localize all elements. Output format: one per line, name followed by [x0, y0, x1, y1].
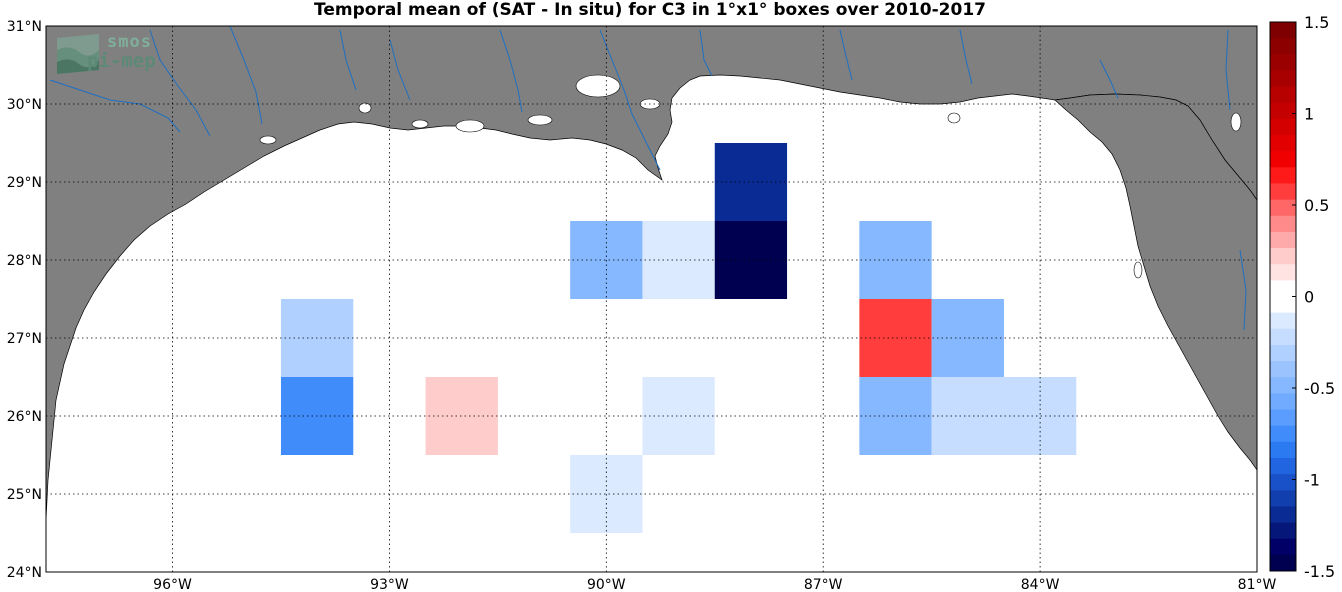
inland-water [259, 74, 1242, 279]
colorbar: 1.5 1 0.5 0 -0.5 -1 -1.5 [1269, 13, 1335, 581]
colorbar-segment [1270, 280, 1296, 297]
lon-tick-label: 90°W [587, 577, 626, 592]
colorbar-segment [1270, 183, 1296, 201]
colorbar-segment [1270, 393, 1296, 411]
colorbar-segment [1270, 506, 1296, 524]
colorbar-segment [1270, 377, 1296, 394]
lon-tick-label: 93°W [370, 577, 409, 592]
colorbar-segment [1270, 167, 1296, 184]
colorbar-tick-label: 1.5 [1304, 13, 1329, 32]
colorbar-tick-label: -1 [1304, 471, 1320, 490]
colorbar-segment [1270, 38, 1296, 55]
lat-tick-label: 31°N [7, 19, 42, 35]
colorbar-tick-label: -0.5 [1304, 379, 1335, 398]
axis-tick-labels: 96°W 93°W 90°W 87°W 84°W 81°W 24°N 25°N 26°N 27°N… [7, 19, 1277, 592]
lat-tick-label: 26°N [7, 409, 42, 425]
lat-tick-label: 30°N [7, 97, 42, 113]
colorbar-segment [1270, 490, 1296, 507]
colorbar-tick-label: 0 [1304, 288, 1314, 307]
colorbar-segment [1270, 457, 1296, 475]
colorbar-segment [1270, 54, 1296, 71]
lon-tick-label: 96°W [153, 577, 192, 592]
colorbar-segment [1270, 296, 1296, 314]
colorbar-segment [1270, 425, 1296, 443]
colorbar-tick-label: 1 [1304, 105, 1314, 124]
colorbar-segment [1270, 409, 1296, 427]
colorbar-segment [1270, 118, 1296, 136]
colorbar-segment [1270, 538, 1296, 556]
lat-tick-label: 27°N [7, 331, 42, 347]
colorbar-segment [1270, 199, 1296, 217]
colorbar-segment [1270, 361, 1296, 378]
colorbar-segment [1270, 248, 1296, 265]
colorbar-tick-label: -1.5 [1304, 562, 1335, 581]
logo-wave-icon [57, 34, 99, 74]
colorbar-segment [1270, 312, 1296, 330]
colorbar-segment [1270, 22, 1296, 39]
colorbar-segment [1270, 522, 1296, 540]
lat-tick-label: 28°N [7, 253, 42, 269]
logo-text-pimep: pi-mep [87, 50, 156, 72]
lat-tick-label: 25°N [7, 487, 42, 503]
colorbar-segment [1270, 151, 1296, 168]
colorbar-segment [1270, 102, 1296, 120]
lat-tick-label: 29°N [7, 175, 42, 191]
rivers [49, 26, 1247, 331]
florida-peninsula [1054, 93, 1257, 471]
colorbar-segment [1270, 86, 1296, 104]
colorbar-segment [1270, 474, 1296, 491]
colorbar-segment [1270, 135, 1296, 152]
smos-pimep-logo: smos pi-mep [55, 30, 195, 80]
colorbar-segment [1270, 441, 1296, 459]
colorbar-segment [1270, 231, 1296, 249]
lon-tick-label: 87°W [804, 577, 843, 592]
colorbar-segment [1270, 554, 1296, 572]
chart-title: Temporal mean of (SAT - In situ) for C3 … [314, 0, 986, 20]
colorbar-segment [1270, 344, 1296, 362]
colorbar-tick-label: 0.5 [1304, 196, 1329, 215]
colorbar-segment [1270, 264, 1296, 281]
lon-tick-label: 84°W [1021, 577, 1060, 592]
lon-tick-label: 81°W [1238, 577, 1277, 592]
colorbar-segment [1270, 215, 1296, 233]
colorbar-segment [1270, 328, 1296, 346]
colorbar-segment [1270, 70, 1296, 88]
lat-tick-label: 24°N [7, 565, 42, 581]
logo-text-smos: smos [107, 32, 152, 52]
plot-frame [45, 25, 1258, 573]
